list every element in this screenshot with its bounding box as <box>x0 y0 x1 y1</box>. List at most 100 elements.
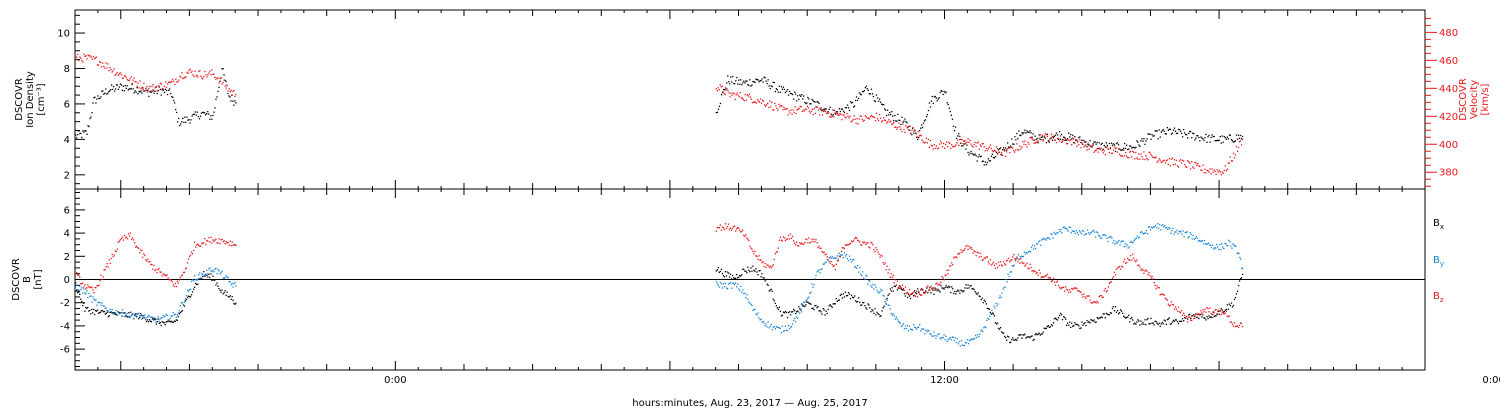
density-point <box>968 154 970 156</box>
density-point <box>235 102 237 104</box>
b-bz-point <box>817 247 819 249</box>
density-point <box>1160 131 1162 133</box>
b-by-point <box>235 285 237 287</box>
density-point <box>1085 141 1087 143</box>
b-bx-point <box>1184 317 1186 319</box>
density-point <box>801 94 803 96</box>
b-by-point <box>1211 244 1214 246</box>
velocity-point <box>98 61 101 63</box>
b-bx-point <box>850 294 853 296</box>
velocity-point <box>1148 151 1150 153</box>
b-bz-point <box>786 238 789 240</box>
density-point <box>1226 136 1228 138</box>
right-y-tick-label: 380 <box>1439 168 1458 179</box>
b-bz-point <box>989 259 991 261</box>
b-bz-point <box>734 225 736 227</box>
b-bz-point <box>719 224 721 226</box>
velocity-point <box>768 106 770 109</box>
b-by-point <box>730 287 733 289</box>
b-bz-point <box>1089 299 1091 301</box>
b-bz-point <box>963 249 965 251</box>
velocity-point <box>835 113 837 115</box>
b-bx-point <box>1022 334 1024 336</box>
b-by-point <box>101 302 103 304</box>
b-bx-point <box>938 290 940 292</box>
density-point <box>184 116 186 118</box>
density-point <box>921 126 924 129</box>
b-bz-point <box>972 252 974 254</box>
density-point <box>844 107 847 109</box>
b-by-point <box>1013 264 1015 266</box>
b-bx-point <box>235 302 237 304</box>
b-bx-point <box>176 319 178 321</box>
velocity-point <box>134 81 136 83</box>
b-bz-point <box>780 239 783 241</box>
b-bz-point <box>906 291 909 294</box>
b-bz-point <box>179 276 181 279</box>
density-point <box>877 100 880 102</box>
velocity-point <box>1051 135 1054 138</box>
density-point <box>938 97 940 99</box>
velocity-point <box>1035 141 1037 144</box>
b-bz-point <box>186 262 189 264</box>
b-bz-point <box>137 247 139 249</box>
b-bx-point <box>1001 332 1004 334</box>
b-bz-point <box>1180 310 1183 312</box>
velocity-point <box>838 114 840 117</box>
b-by-point <box>866 275 868 277</box>
b-bx-point <box>953 292 955 295</box>
b-by-point <box>939 337 941 339</box>
b-bx-point <box>830 305 832 307</box>
b-bz-point <box>1137 264 1139 266</box>
velocity-point <box>758 101 761 103</box>
density-point <box>1071 138 1073 140</box>
b-bx-point <box>82 305 84 307</box>
b-by-point <box>856 267 858 269</box>
b-bz-point <box>1079 291 1081 293</box>
b-bx-point <box>80 298 82 300</box>
b-bx-point <box>1077 323 1079 326</box>
b-by-point <box>1207 242 1210 244</box>
b-bz-point <box>881 255 883 257</box>
b-bz-point <box>973 250 975 252</box>
b-by-point <box>754 308 756 310</box>
b-by-point <box>1082 230 1085 232</box>
b-bx-point <box>107 315 109 318</box>
velocity-point <box>899 126 901 128</box>
velocity-point <box>1039 134 1041 136</box>
b-by-point <box>903 328 906 330</box>
density-point <box>911 134 913 136</box>
velocity-point <box>752 101 755 103</box>
velocity-point <box>224 85 226 87</box>
b-bx-point <box>128 312 130 314</box>
b-bx-point <box>1097 318 1099 320</box>
b-bx-point <box>1234 296 1237 299</box>
velocity-point <box>778 103 780 105</box>
density-point <box>919 130 921 132</box>
b-bz-point <box>969 247 971 249</box>
b-by-point <box>774 328 776 330</box>
b-bx-point <box>853 297 855 299</box>
b-bx-point <box>858 297 860 299</box>
b-bx-point <box>824 314 826 316</box>
density-point <box>733 82 735 85</box>
b-by-point <box>977 334 979 336</box>
b-bx-point <box>1052 322 1055 324</box>
b-bx-point <box>191 291 194 293</box>
velocity-point <box>1022 140 1024 143</box>
b-bz-point <box>1149 275 1151 277</box>
b-by-point <box>1227 245 1229 247</box>
b-bz-point <box>793 240 795 242</box>
x-axis-title: hours:minutes, Aug. 23, 2017 — Aug. 25, … <box>632 398 868 409</box>
velocity-point <box>818 114 821 116</box>
b-by-point <box>178 309 180 312</box>
velocity-point <box>191 70 193 72</box>
velocity-point <box>1010 146 1012 148</box>
b-bx-point <box>756 271 758 273</box>
b-bz-point <box>772 264 774 266</box>
b-bx-point <box>214 279 216 281</box>
velocity-point <box>913 130 915 132</box>
b-by-point <box>722 283 725 285</box>
velocity-point <box>834 112 836 114</box>
b-bz-point <box>1059 288 1062 290</box>
